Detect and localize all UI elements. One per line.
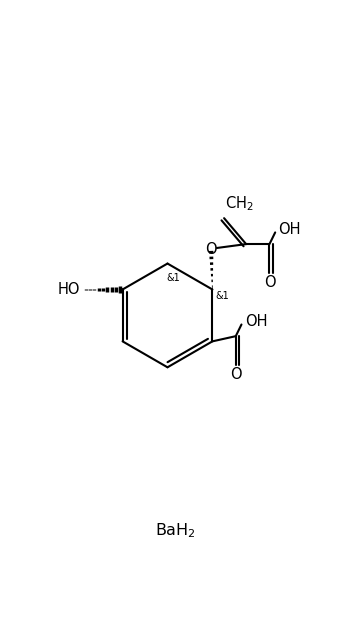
Text: &1: &1 xyxy=(166,273,180,283)
Text: &1: &1 xyxy=(215,291,229,301)
Text: O: O xyxy=(205,242,217,257)
Text: O: O xyxy=(264,275,275,290)
Text: BaH$_2$: BaH$_2$ xyxy=(155,522,196,540)
Text: HO: HO xyxy=(57,282,80,297)
Text: O: O xyxy=(230,367,241,382)
Text: OH: OH xyxy=(245,314,267,330)
Text: CH$_2$: CH$_2$ xyxy=(225,195,254,214)
Text: OH: OH xyxy=(278,222,301,237)
